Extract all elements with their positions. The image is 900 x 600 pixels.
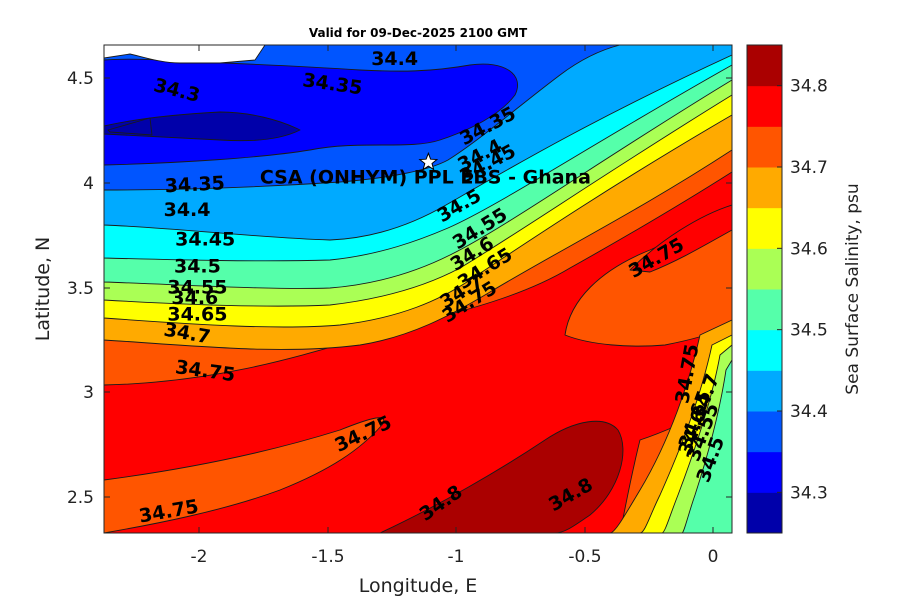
x-tick-label: 0	[708, 547, 719, 567]
band-34.8	[379, 420, 624, 533]
contour-label: 34.45	[175, 228, 235, 250]
colorbar-segment	[747, 492, 782, 534]
y-tick-label: 2.5	[67, 488, 94, 508]
band-34.75-ne	[629, 204, 732, 273]
colorbar-segment	[747, 451, 782, 493]
x-tick-label: -1.5	[311, 547, 344, 567]
colorbar-segment	[747, 167, 782, 209]
colorbar-tick-label: 34.6	[790, 239, 828, 259]
x-tick-label: -1	[448, 547, 465, 567]
x-tick-label: -2	[191, 547, 208, 567]
plot-frame	[103, 44, 733, 534]
site-star-icon	[418, 151, 439, 171]
colorbar-segment	[747, 126, 782, 168]
contour-label: 34.55	[167, 276, 227, 298]
colorbar-segment	[747, 45, 782, 87]
colorbar-segment	[747, 207, 782, 249]
band-34.25-b	[107, 117, 153, 136]
contour-label: 34.35	[164, 172, 225, 197]
contour-label: 34.5	[174, 256, 221, 278]
colorbar-segment	[747, 289, 782, 331]
x-tick-label: -0.5	[568, 547, 601, 567]
colorbar-segment	[747, 85, 782, 127]
y-tick-labels: 2.5 3 3.5 4 4.5	[67, 69, 94, 508]
colorbar-segment	[747, 411, 782, 453]
contour-label: 34.65	[167, 304, 227, 326]
y-tick-label: 4.5	[67, 69, 94, 89]
y-tick-label: 4	[83, 174, 94, 194]
colorbar-segment	[747, 329, 782, 371]
colorbar-label: Sea Surface Salinity, psu	[843, 183, 863, 394]
contour-fill	[104, 45, 732, 533]
colorbar-tick-label: 34.7	[790, 158, 828, 178]
colorbar-ticks: 34.3 34.4 34.5 34.6 34.7 34.8	[777, 77, 828, 503]
x-axis-label: Longitude, E	[359, 575, 478, 597]
y-axis-label: Latitude, N	[32, 237, 54, 342]
colorbar	[747, 45, 782, 534]
colorbar-tick-label: 34.3	[790, 483, 828, 503]
colorbar-tick-label: 34.4	[790, 402, 828, 422]
band-34.7-south	[104, 417, 385, 533]
colorbar-tick-label: 34.5	[790, 321, 828, 341]
chart-title: Valid for 09-Dec-2025 2100 GMT	[309, 26, 528, 40]
land-gap	[104, 45, 266, 64]
colorbar-tick-label: 34.8	[790, 77, 828, 97]
band-34.25	[104, 111, 301, 142]
y-tick-label: 3.5	[67, 279, 94, 299]
site-label: CSA (ONHYM) PPL EBS - Ghana	[260, 166, 591, 188]
tick-marks	[104, 45, 732, 533]
colorbar-frame	[746, 44, 783, 534]
colorbar-segment	[747, 370, 782, 412]
x-tick-labels: -2 -1.5 -1 -0.5 0	[191, 547, 719, 567]
y-tick-label: 3	[83, 383, 94, 403]
colorbar-segment	[747, 248, 782, 290]
contour-label: 34.4	[164, 199, 211, 221]
contour-label: 34.6	[171, 287, 218, 309]
contour-label: 34.4	[371, 48, 418, 70]
